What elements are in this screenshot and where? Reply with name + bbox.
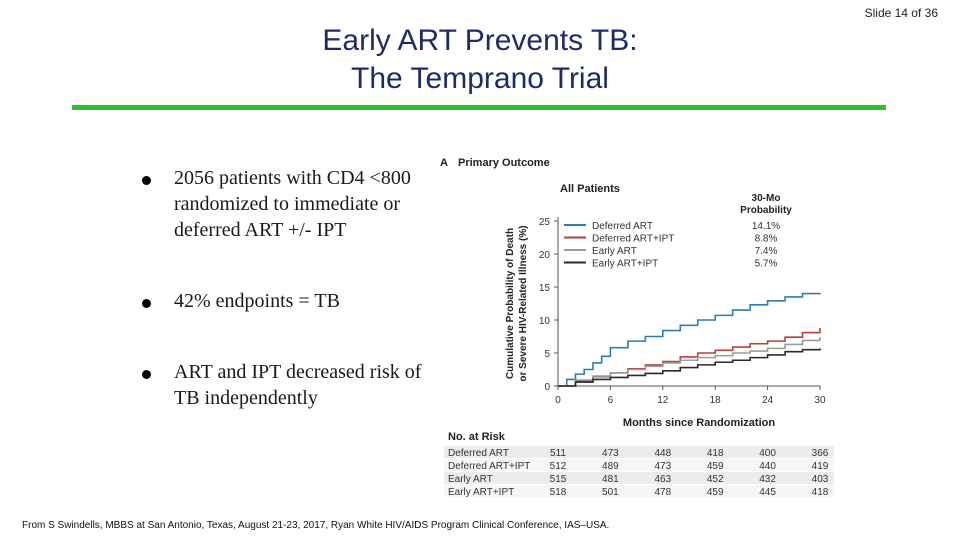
risk-table-row-bg bbox=[444, 446, 834, 458]
risk-table-cell: 481 bbox=[602, 474, 619, 485]
title-underline bbox=[72, 105, 886, 110]
x-tick-label: 6 bbox=[608, 395, 614, 406]
series-line bbox=[558, 348, 821, 387]
series-line bbox=[558, 292, 821, 387]
x-tick-label: 30 bbox=[814, 395, 826, 406]
source-footnote: From S Swindells, MBBS at San Antonio, T… bbox=[22, 520, 610, 531]
chart-svg: A Primary Outcome All Patients Cumulative P… bbox=[440, 157, 834, 498]
y-tick-label: 25 bbox=[539, 217, 551, 228]
bullet-item: 2056 patients with CD4 <800 randomized t… bbox=[140, 165, 440, 243]
risk-table-cell: 515 bbox=[550, 474, 567, 485]
y-tick-label: 15 bbox=[539, 283, 551, 294]
risk-table-cell: 432 bbox=[759, 474, 776, 485]
x-tick-label: 24 bbox=[762, 395, 774, 406]
risk-table-cell: 489 bbox=[602, 461, 619, 472]
legend-label: Deferred ART+IPT bbox=[592, 234, 674, 245]
risk-table-cell: 512 bbox=[550, 461, 567, 472]
risk-table-cell: 501 bbox=[602, 487, 619, 498]
legend-label: Early ART bbox=[592, 246, 637, 257]
y-tick-label: 0 bbox=[544, 382, 550, 393]
series-line bbox=[558, 337, 821, 387]
legend-title-line-2: Probability bbox=[740, 205, 792, 216]
x-tick-label: 0 bbox=[555, 395, 561, 406]
bullet-item: ART and IPT decreased risk of TB indepen… bbox=[140, 359, 440, 411]
risk-table-row-bg bbox=[444, 472, 834, 484]
risk-table-cell: 403 bbox=[812, 474, 829, 485]
x-tick-label: 18 bbox=[710, 395, 722, 406]
risk-table-cell: 418 bbox=[812, 487, 829, 498]
series-line bbox=[558, 327, 821, 387]
x-tick-label: 12 bbox=[657, 395, 669, 406]
title-line-1: Early ART Prevents TB: bbox=[322, 24, 638, 57]
y-axis-label-line-1: Cumulative Probability of Death bbox=[505, 228, 516, 379]
risk-table-row-label: Early ART bbox=[448, 474, 493, 485]
chart-title: Primary Outcome bbox=[458, 157, 550, 169]
legend-probability: 14.1% bbox=[752, 221, 780, 232]
risk-table-cell: 478 bbox=[654, 487, 671, 498]
risk-table-title: No. at Risk bbox=[448, 431, 506, 443]
risk-table-cell: 473 bbox=[654, 461, 671, 472]
risk-table-row-bg bbox=[444, 459, 834, 471]
panel-letter: A bbox=[440, 157, 448, 169]
slide-number: Slide 14 of 36 bbox=[864, 6, 938, 20]
x-axis-label: Months since Randomization bbox=[623, 417, 775, 429]
kaplan-meier-figure: A Primary Outcome All Patients Cumulative P… bbox=[430, 148, 850, 508]
slide-title: Early ART Prevents TB: The Temprano Tria… bbox=[230, 22, 730, 98]
legend-label: Early ART+IPT bbox=[592, 259, 658, 270]
title-line-2: The Temprano Trial bbox=[351, 62, 609, 95]
risk-table-cell: 366 bbox=[812, 448, 829, 459]
risk-table-row-bg bbox=[444, 485, 834, 497]
risk-table-cell: 511 bbox=[550, 448, 566, 459]
risk-table-cell: 459 bbox=[707, 487, 724, 498]
risk-table-cell: 459 bbox=[707, 461, 724, 472]
y-axis-label-line-2: or Severe HIV-Related Illness (%) bbox=[518, 225, 529, 381]
risk-table-cell: 440 bbox=[759, 461, 776, 472]
legend-probability: 5.7% bbox=[755, 259, 778, 270]
risk-table-cell: 419 bbox=[812, 461, 829, 472]
legend-label: Deferred ART bbox=[592, 221, 653, 232]
risk-table-cell: 473 bbox=[602, 448, 619, 459]
risk-table-row-label: Early ART+IPT bbox=[448, 487, 514, 498]
bullet-item: 42% endpoints = TB bbox=[140, 288, 440, 314]
legend-probability: 8.8% bbox=[755, 234, 778, 245]
risk-table-row-label: Deferred ART bbox=[448, 448, 509, 459]
chart-subtitle: All Patients bbox=[560, 183, 620, 195]
legend-title-line-1: 30-Mo bbox=[752, 193, 781, 204]
risk-table-row-label: Deferred ART+IPT bbox=[448, 461, 530, 472]
risk-table-cell: 518 bbox=[550, 487, 567, 498]
y-tick-label: 5 bbox=[544, 349, 550, 360]
legend-probability: 7.4% bbox=[755, 246, 778, 257]
risk-table-cell: 452 bbox=[707, 474, 724, 485]
y-tick-label: 20 bbox=[539, 250, 551, 261]
risk-table-cell: 463 bbox=[654, 474, 671, 485]
risk-table-cell: 400 bbox=[759, 448, 776, 459]
risk-table-cell: 448 bbox=[654, 448, 671, 459]
risk-table-cell: 445 bbox=[759, 487, 776, 498]
bullet-list: 2056 patients with CD4 <800 randomized t… bbox=[140, 165, 440, 411]
risk-table-cell: 418 bbox=[707, 448, 724, 459]
y-tick-label: 10 bbox=[539, 316, 551, 327]
